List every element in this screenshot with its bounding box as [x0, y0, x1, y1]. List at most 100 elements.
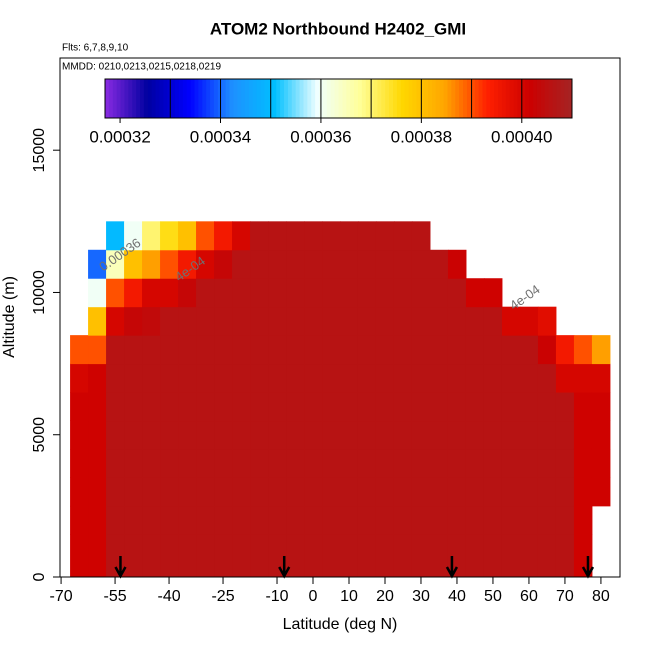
heat-cell: [124, 306, 143, 336]
colorbar-swatch: [143, 79, 149, 118]
x-tick-label: 50: [484, 588, 502, 605]
colorbar-swatch: [533, 79, 538, 118]
colorbar-swatch: [354, 79, 359, 118]
heat-cell: [573, 505, 593, 535]
heat-cell: [573, 335, 593, 365]
heat-cell: [214, 392, 233, 422]
heat-cell: [357, 363, 377, 393]
heat-cell: [429, 477, 449, 507]
colorbar-swatch: [178, 79, 184, 118]
heat-cell: [483, 306, 503, 336]
x-tick-label: 10: [340, 588, 358, 605]
heat-cell: [160, 534, 179, 578]
heat-cell: [196, 363, 215, 393]
heat-cell: [411, 534, 431, 578]
heat-cell: [268, 448, 287, 478]
heat-cell: [106, 278, 125, 308]
colorbar-swatch: [428, 79, 433, 118]
colorbar-swatch: [392, 79, 398, 118]
colorbar-swatch: [404, 79, 410, 118]
heat-cell: [483, 534, 503, 578]
heat-cell: [214, 448, 233, 478]
plot-frame: [59, 57, 621, 578]
heat-cell: [465, 392, 485, 422]
heat-cell: [88, 306, 107, 336]
colorbar-swatch: [505, 79, 511, 118]
heat-cell: [340, 505, 359, 535]
heat-cell: [106, 363, 125, 393]
heat-cell: [232, 392, 251, 422]
heat-cell: [142, 505, 161, 535]
heat-cell: [124, 363, 143, 393]
colorbar-swatch: [509, 79, 515, 118]
heat-cell: [429, 505, 449, 535]
heat-cell: [483, 335, 503, 365]
heat-cell: [357, 278, 377, 308]
x-tick-label: 0: [309, 588, 318, 605]
colorbar-swatch: [163, 79, 168, 118]
colorbar-tick-label: 0.00036: [290, 127, 351, 146]
colorbar-swatch: [311, 79, 316, 118]
colorbar-swatch: [229, 79, 234, 118]
heat-cell: [178, 278, 197, 308]
heat-cell: [124, 448, 143, 478]
heat-cell: [268, 477, 287, 507]
heat-cell: [555, 420, 575, 450]
colorbar-swatch: [260, 79, 266, 118]
heat-cell: [501, 505, 521, 535]
heat-cell: [304, 420, 323, 450]
heat-cell: [357, 534, 377, 578]
heat-cell: [124, 249, 143, 279]
heat-cell: [178, 249, 197, 279]
colorbar-swatch: [474, 79, 480, 118]
heat-cell: [160, 505, 179, 535]
colorbar-swatch: [525, 79, 530, 118]
heat-cell: [286, 335, 305, 365]
heat-cell: [286, 306, 305, 336]
heat-cell: [447, 420, 467, 450]
colorbar-swatch: [350, 79, 355, 118]
y-tick-label: 10000: [31, 270, 48, 315]
heat-cell: [268, 420, 287, 450]
colorbar: 0.00032 0.00034 0.00036 0.00038 0.00040: [89, 78, 573, 146]
colorbar-swatch: [221, 79, 227, 118]
colorbar-swatch: [182, 79, 188, 118]
flight-arrow: [445, 556, 459, 579]
colorbar-swatch: [564, 79, 569, 118]
heat-cell: [286, 249, 305, 279]
heat-cell: [88, 534, 107, 578]
heat-cell: [232, 278, 251, 308]
colorbar-swatch: [140, 79, 145, 118]
heat-cell: [286, 420, 305, 450]
colorbar-swatch: [159, 79, 164, 118]
heat-cell: [322, 505, 341, 535]
colorbar-swatch: [213, 79, 219, 118]
heat-cell: [555, 534, 575, 578]
heat-cell: [142, 335, 161, 365]
heat-cell: [160, 477, 179, 507]
colorbar-swatch: [291, 79, 297, 118]
heat-cell: [160, 221, 179, 251]
colorbar-swatch: [280, 79, 285, 118]
heat-cell: [250, 534, 269, 578]
heat-cell: [555, 477, 575, 507]
colorbar-swatch: [357, 79, 363, 118]
colorbar-swatch: [287, 79, 293, 118]
heat-cell: [106, 306, 125, 336]
heat-cell: [357, 335, 377, 365]
x-tick-label: 30: [412, 588, 430, 605]
heat-cell: [196, 505, 215, 535]
heat-cell: [519, 420, 539, 450]
y-tick-label: 5000: [31, 417, 48, 453]
colorbar-swatch: [490, 79, 495, 118]
heat-cell: [447, 306, 467, 336]
heat-cell: [304, 221, 323, 251]
heat-cell: [357, 448, 377, 478]
x-tick-label: 20: [376, 588, 394, 605]
heat-cell: [340, 477, 359, 507]
heat-cell: [483, 363, 503, 393]
colorbar-swatch: [225, 79, 231, 118]
heat-cell: [286, 448, 305, 478]
heat-cell: [106, 249, 125, 279]
heat-cell: [142, 392, 161, 422]
